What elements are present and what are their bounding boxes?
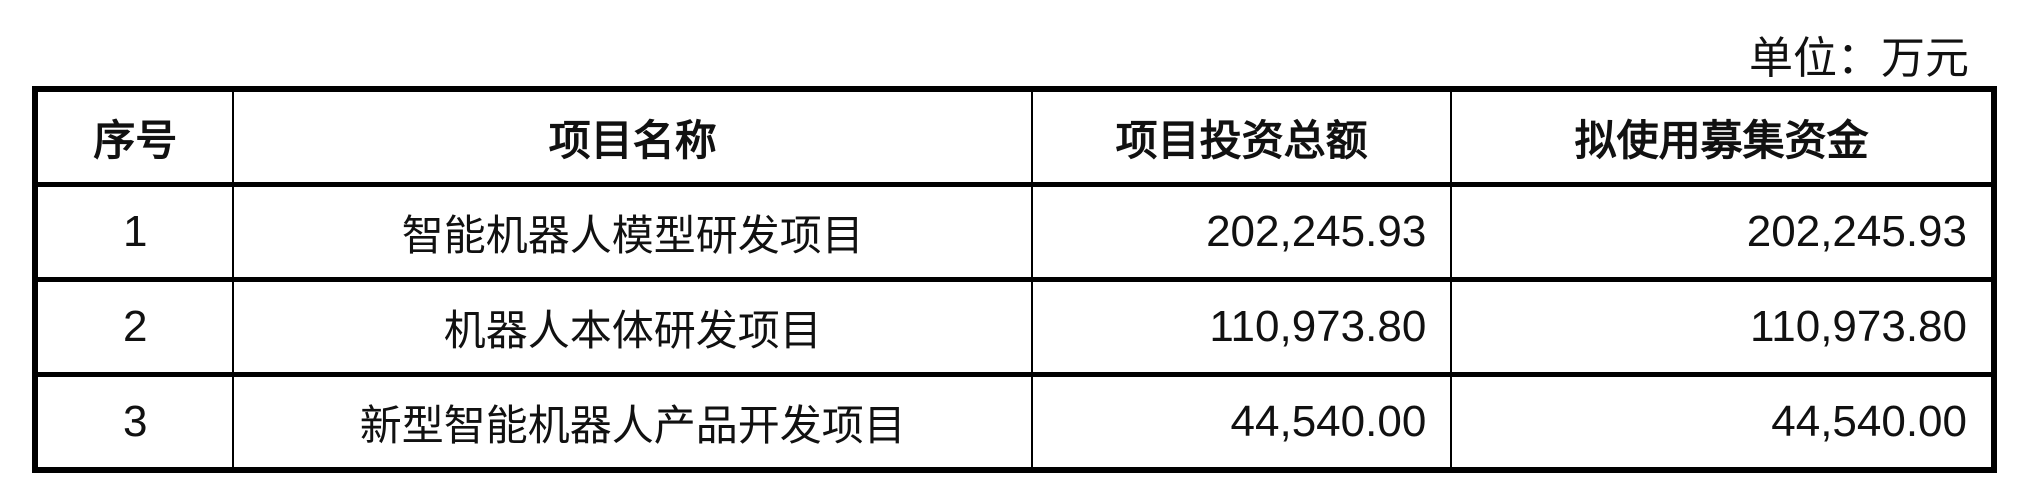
table-row: 2 机器人本体研发项目 110,973.80 110,973.80 (33, 279, 1995, 375)
cell-index: 1 (33, 184, 235, 280)
cell-total-investment: 44,540.00 (1031, 374, 1453, 470)
cell-project-name: 机器人本体研发项目 (232, 279, 1034, 375)
cell-index: 3 (33, 374, 235, 470)
cell-index: 2 (33, 279, 235, 375)
cell-raised-funds: 202,245.93 (1450, 184, 1995, 280)
header-project-name: 项目名称 (232, 89, 1034, 185)
cell-project-name: 智能机器人模型研发项目 (232, 184, 1034, 280)
table-row: 3 新型智能机器人产品开发项目 44,540.00 44,540.00 (33, 374, 1995, 470)
header-raised-funds: 拟使用募集资金 (1450, 89, 1995, 185)
header-total-investment: 项目投资总额 (1031, 89, 1453, 185)
cell-total-investment: 202,245.93 (1031, 184, 1453, 280)
cell-raised-funds: 44,540.00 (1450, 374, 1995, 470)
unit-label: 单位：万元 (1749, 33, 1969, 84)
cell-project-name: 新型智能机器人产品开发项目 (232, 374, 1034, 470)
table-header-row: 序号 项目名称 项目投资总额 拟使用募集资金 (33, 89, 1995, 185)
cell-total-investment: 110,973.80 (1031, 279, 1453, 375)
table-row: 1 智能机器人模型研发项目 202,245.93 202,245.93 (33, 184, 1995, 280)
investment-table: 序号 项目名称 项目投资总额 拟使用募集资金 1 智能机器人模型研发项目 202… (32, 86, 1997, 473)
cell-raised-funds: 110,973.80 (1450, 279, 1995, 375)
header-index: 序号 (33, 89, 235, 185)
